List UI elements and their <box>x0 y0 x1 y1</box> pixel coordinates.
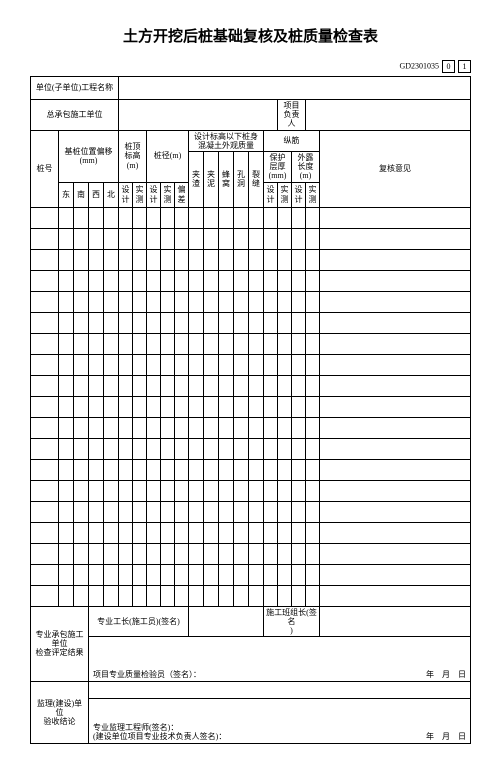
b1-sig: 项目专业质量检验员（签名）： <box>93 670 201 679</box>
code-box-0: 0 <box>442 60 455 73</box>
h-c4: 孔 洞 <box>234 151 249 207</box>
h-expdes: 设 计 <box>292 182 306 207</box>
h-devn: 北 <box>104 182 119 207</box>
h-covact: 实 测 <box>278 182 292 207</box>
h-diadev: 偏 差 <box>175 182 189 207</box>
h-deviation: 基桩位置偏移 (mm) <box>59 130 119 182</box>
row-unit-name: 单位(子单位)工程名称 <box>31 77 471 100</box>
main-table: 单位(子单位)工程名称 总承包施工单位 项目负责人 桩号 基桩位置偏移 (mm)… <box>30 76 471 744</box>
table-row <box>31 207 471 228</box>
table-row <box>31 333 471 354</box>
b2-top-blank <box>89 682 471 699</box>
page-title: 土方开挖后桩基础复核及桩质量检查表 <box>30 25 471 46</box>
contractor-label: 总承包施工单位 <box>31 100 119 131</box>
table-row <box>31 543 471 564</box>
b1-top-r: 施工班组长(签名 ) <box>264 606 320 637</box>
pm-value <box>306 100 471 131</box>
table-row <box>31 438 471 459</box>
table-row <box>31 228 471 249</box>
table-row <box>31 291 471 312</box>
h-cover: 保护 层厚 (mm) <box>264 151 292 182</box>
table-row <box>31 354 471 375</box>
h-diades: 设 计 <box>147 182 161 207</box>
unit-value <box>119 77 471 100</box>
table-row <box>31 522 471 543</box>
contractor-value <box>119 100 278 131</box>
h-diameter: 桩径(m) <box>147 130 189 182</box>
h-c3: 蜂 窝 <box>219 151 234 207</box>
h-devw: 西 <box>89 182 104 207</box>
header-row1: 桩号 基桩位置偏移 (mm) 桩顶 标高 (m) 桩径(m) 设计标高以下桩身 … <box>31 130 471 151</box>
form-code-row: GD2301035 0 1 <box>30 60 471 73</box>
h-covdes: 设 计 <box>264 182 278 207</box>
table-row <box>31 564 471 585</box>
b2-label: 监理(建设)单位 验收结论 <box>31 682 89 744</box>
b2-date: 年 月 日 <box>426 732 466 741</box>
code-box-1: 1 <box>458 60 471 73</box>
unit-label: 单位(子单位)工程名称 <box>31 77 119 100</box>
b1-top: 专业工长(施工员)(签名) <box>89 606 189 637</box>
row-contractor: 总承包施工单位 项目负责人 <box>31 100 471 131</box>
h-devs: 南 <box>74 182 89 207</box>
h-rebar: 纵筋 <box>264 130 320 151</box>
h-c2: 夹 泥 <box>204 151 219 207</box>
b2-sig1: 专业监理工程师(签名)： <box>93 723 178 732</box>
b1-label: 专业承包施工单位 检查评定结果 <box>31 606 89 682</box>
table-row <box>31 396 471 417</box>
table-row <box>31 270 471 291</box>
table-row <box>31 249 471 270</box>
table-row <box>31 501 471 522</box>
bottom-b2-top: 监理(建设)单位 验收结论 <box>31 682 471 699</box>
h-concrete: 设计标高以下桩身 混凝土外观质量 <box>189 130 264 151</box>
table-row <box>31 417 471 438</box>
h-review: 复核意见 <box>320 130 471 207</box>
h-pileno: 桩号 <box>31 130 59 207</box>
pm-label: 项目负责人 <box>278 100 306 131</box>
b1-top-r-blank <box>320 606 471 637</box>
h-expact: 实 测 <box>306 182 320 207</box>
b1-top-blank <box>189 606 264 637</box>
h-diaact: 实 测 <box>161 182 175 207</box>
table-row <box>31 585 471 606</box>
h-c1: 夹 渣 <box>189 151 204 207</box>
data-rows-body <box>31 207 471 606</box>
table-row <box>31 459 471 480</box>
form-code-prefix: GD2301035 <box>399 61 439 70</box>
h-topact: 实 测 <box>133 182 147 207</box>
h-topelev: 桩顶 标高 (m) <box>119 130 147 182</box>
table-row <box>31 312 471 333</box>
b2-sig2: (建设单位项目专业技术负责人签名)： <box>93 732 226 741</box>
b1-date: 年 月 日 <box>426 670 466 679</box>
bottom-b1-top: 专业承包施工单位 检查评定结果 专业工长(施工员)(签名) 施工班组长(签名 ) <box>31 606 471 637</box>
h-deve: 东 <box>59 182 74 207</box>
h-c5: 裂 缝 <box>249 151 264 207</box>
h-expose: 外露 长度 (m) <box>292 151 320 182</box>
table-row <box>31 375 471 396</box>
bottom-b2-sig: 专业监理工程师(签名)： (建设单位项目专业技术负责人签名)： 年 月 日 <box>31 699 471 744</box>
table-row <box>31 480 471 501</box>
h-topdes: 设 计 <box>119 182 133 207</box>
bottom-b1-sig: 项目专业质量检验员（签名）： 年 月 日 <box>31 637 471 682</box>
